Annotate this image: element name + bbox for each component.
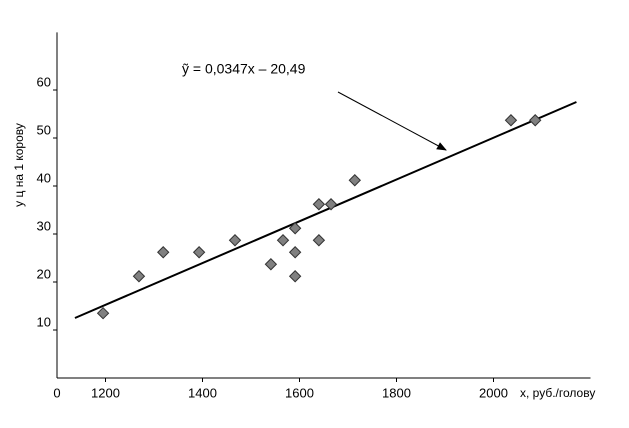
point bbox=[288, 222, 302, 235]
point bbox=[132, 270, 146, 283]
y-tick-label: 10 bbox=[37, 314, 51, 329]
x-tick-label: 2000 bbox=[479, 385, 508, 400]
point bbox=[504, 114, 518, 127]
point bbox=[264, 258, 278, 271]
y-tick-label: 20 bbox=[37, 266, 51, 281]
point bbox=[529, 114, 542, 127]
point bbox=[96, 306, 110, 320]
point bbox=[324, 198, 338, 211]
point bbox=[228, 234, 242, 247]
trend-line bbox=[74, 101, 577, 319]
point bbox=[288, 270, 302, 283]
point bbox=[276, 234, 290, 247]
point bbox=[157, 246, 170, 259]
x-tick-label: 1800 bbox=[382, 385, 411, 400]
annotation-arrow bbox=[337, 91, 447, 151]
x-axis-label: x, руб./голову bbox=[520, 386, 595, 400]
point bbox=[312, 234, 326, 247]
annotation: ỹ = 0,0347x – 20,49 bbox=[182, 61, 306, 77]
point bbox=[288, 246, 302, 259]
y-tick-label: 40 bbox=[37, 170, 51, 185]
y-tick-label: 30 bbox=[37, 218, 51, 233]
x-tick-label: 1400 bbox=[188, 385, 217, 400]
point bbox=[348, 174, 361, 187]
point bbox=[192, 246, 206, 259]
y-axis-label: у ц на 1 корову bbox=[12, 123, 26, 207]
x-tick-label: 1200 bbox=[91, 385, 120, 400]
y-tick-label: 60 bbox=[37, 74, 51, 89]
point bbox=[312, 198, 326, 211]
y-tick-label: 50 bbox=[37, 122, 51, 137]
x-tick-label: 1600 bbox=[285, 385, 314, 400]
origin-label: 0 bbox=[53, 385, 60, 400]
